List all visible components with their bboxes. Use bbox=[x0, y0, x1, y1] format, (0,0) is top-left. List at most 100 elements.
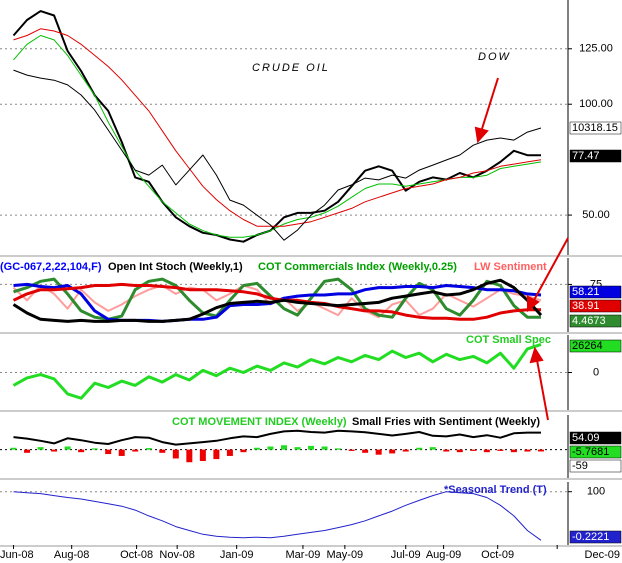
annotation: COT MOVEMENT INDEX (Weekly) bbox=[172, 416, 347, 428]
x-tick-label: May-09 bbox=[327, 549, 364, 561]
end-label: -0.2221 bbox=[572, 531, 609, 543]
annotation: DOW bbox=[478, 51, 511, 63]
series-line bbox=[12, 282, 541, 321]
bar bbox=[348, 449, 355, 451]
arrow bbox=[532, 237, 569, 303]
series-line bbox=[13, 28, 542, 227]
bar bbox=[253, 447, 260, 450]
bar bbox=[226, 449, 233, 456]
series-line bbox=[13, 491, 542, 541]
bar bbox=[281, 445, 287, 450]
end-label-box bbox=[569, 459, 622, 473]
x-tick-label: Nov-08 bbox=[159, 549, 194, 561]
bar bbox=[470, 449, 477, 451]
y-tick-label: 100 bbox=[587, 486, 605, 498]
y-tick-label: 125.00 bbox=[579, 43, 613, 55]
bar bbox=[524, 449, 531, 452]
end-label: 26264 bbox=[572, 340, 603, 352]
x-tick-label: Aug-09 bbox=[426, 549, 461, 561]
end-label: 77.47 bbox=[572, 150, 600, 162]
end-label: 54.09 bbox=[572, 432, 600, 444]
bar bbox=[429, 447, 436, 450]
bar bbox=[118, 449, 125, 456]
annotation: COT Commercials Index (Weekly,0.25) bbox=[258, 261, 457, 273]
end-label-box bbox=[569, 339, 622, 353]
bar bbox=[483, 449, 490, 453]
annotation: CRUDE OIL bbox=[252, 62, 330, 74]
annotation: LW Sentiment bbox=[474, 261, 547, 273]
end-label-box bbox=[569, 121, 622, 135]
bar bbox=[335, 448, 342, 450]
bar bbox=[294, 447, 301, 450]
series-line bbox=[13, 69, 542, 241]
end-label-box bbox=[569, 530, 622, 544]
annotation: COT Small Spec bbox=[466, 334, 551, 346]
x-tick-label: Jul-09 bbox=[391, 549, 421, 561]
bar bbox=[24, 449, 31, 453]
bar bbox=[145, 448, 152, 450]
end-label-box bbox=[569, 445, 622, 459]
bar bbox=[78, 449, 85, 453]
x-tick-label: Jan-09 bbox=[220, 549, 254, 561]
x-tick-label: Oct-08 bbox=[120, 549, 153, 561]
bar bbox=[362, 449, 369, 453]
bar bbox=[375, 449, 382, 455]
end-label-box bbox=[569, 431, 622, 445]
bar bbox=[51, 449, 58, 452]
bar bbox=[186, 449, 193, 463]
x-tick-label: Aug-08 bbox=[54, 549, 89, 561]
y-tick-label: 100.00 bbox=[579, 98, 613, 110]
bar bbox=[497, 449, 504, 451]
bar bbox=[240, 449, 247, 453]
end-label: -59 bbox=[572, 460, 588, 472]
bar bbox=[10, 447, 17, 450]
end-label-box bbox=[569, 299, 622, 313]
arrow-head bbox=[529, 346, 544, 364]
end-label-box bbox=[569, 285, 622, 299]
bar bbox=[159, 449, 166, 453]
end-label: 38.91 bbox=[572, 300, 600, 312]
annotation: Small Fries with Sentiment (Weekly) bbox=[352, 416, 540, 428]
end-label: 4.4673 bbox=[572, 315, 606, 327]
bar bbox=[199, 449, 206, 461]
bar bbox=[213, 449, 220, 460]
end-label-box bbox=[569, 149, 622, 163]
bar bbox=[132, 449, 139, 452]
arrow-head bbox=[527, 295, 540, 313]
arrows bbox=[474, 77, 569, 421]
end-label: -5.7681 bbox=[572, 446, 609, 458]
series-line bbox=[12, 10, 541, 243]
bar bbox=[537, 449, 544, 452]
arrow bbox=[536, 359, 549, 421]
bar bbox=[91, 448, 98, 450]
arrow bbox=[480, 77, 499, 133]
series-line bbox=[12, 278, 543, 323]
bar bbox=[37, 447, 44, 450]
x-tick-label: Jun-08 bbox=[0, 549, 34, 561]
annotation: Open Int Stoch (Weekly,1) bbox=[108, 261, 243, 273]
bar bbox=[308, 445, 315, 450]
bar bbox=[172, 449, 179, 459]
end-label: 10318.15 bbox=[572, 122, 618, 134]
bar bbox=[510, 449, 517, 453]
x-tick-label: Mar-09 bbox=[286, 549, 321, 561]
x-tick-label: Dec-09 bbox=[585, 549, 620, 561]
bar bbox=[416, 447, 423, 450]
bar bbox=[389, 449, 396, 454]
bar bbox=[105, 449, 112, 455]
y-tick-label: 0 bbox=[593, 366, 599, 378]
bar bbox=[64, 446, 71, 450]
arrow-head bbox=[474, 126, 489, 144]
y-tick-label: 50.00 bbox=[582, 209, 610, 221]
x-tick-label: Oct-09 bbox=[481, 549, 514, 561]
end-label-box bbox=[569, 314, 622, 328]
bar bbox=[456, 449, 463, 453]
annotation: *Seasonal Trend (T) bbox=[444, 484, 547, 496]
bar bbox=[443, 449, 450, 452]
series-line bbox=[13, 429, 541, 446]
end-label: 58.21 bbox=[572, 286, 600, 298]
bar bbox=[402, 449, 409, 452]
